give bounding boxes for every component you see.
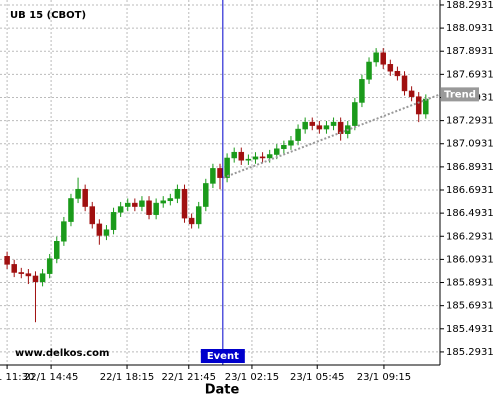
candle-body (309, 121, 316, 126)
candle-body (32, 275, 39, 282)
candle-body (224, 157, 230, 178)
candle-body (210, 168, 216, 184)
y-tick-label: 185.8931 (446, 278, 494, 289)
candle-body (217, 168, 223, 178)
candle-body (373, 52, 379, 63)
candle-body (323, 125, 330, 130)
candle-body (39, 273, 46, 282)
candle-body (188, 217, 195, 225)
candle-body (25, 273, 32, 277)
candle-body (54, 241, 60, 259)
candle-body (408, 90, 415, 97)
candle-body (281, 145, 287, 149)
candle-body (132, 202, 138, 207)
candle-body (337, 121, 344, 134)
candle-body (195, 206, 202, 225)
y-tick-label: 187.2931 (446, 116, 494, 127)
candle-body (352, 102, 358, 126)
y-tick-label: 188.0931 (446, 23, 494, 34)
trend-label-box (441, 87, 479, 102)
y-tick-label: 185.4931 (446, 324, 494, 335)
y-tick-label: 186.8931 (446, 162, 494, 173)
candle-body (61, 221, 67, 242)
x-tick-label: 22/1 21:45 (162, 372, 216, 383)
candle-body (103, 229, 110, 236)
candle-body (274, 148, 280, 155)
y-tick-label: 186.0931 (446, 254, 494, 265)
x-tick-label: 23/1 02:15 (225, 372, 279, 383)
y-tick-label: 186.2931 (446, 231, 494, 242)
trend-line (223, 93, 441, 179)
candle-body (288, 140, 294, 146)
candle-body (167, 198, 174, 202)
y-tick-label: 188.2931 (446, 0, 494, 11)
x-tick-label: 23/1 05:45 (290, 372, 344, 383)
y-tick-label: 187.8931 (446, 46, 494, 57)
candle-body (266, 154, 273, 159)
candle-body (359, 79, 365, 103)
x-tick-label: 23/1 09:15 (357, 372, 411, 383)
x-tick-label: 22/1 18:15 (100, 372, 154, 383)
candle-body (117, 206, 124, 213)
candle-body (231, 151, 237, 159)
candle-body (316, 125, 323, 130)
candle-body (18, 272, 25, 274)
candle-body (96, 223, 103, 236)
candle-body (415, 96, 422, 115)
candle-body (139, 200, 145, 207)
candle-body (295, 128, 301, 141)
x-tick-label: 22/1 14:45 (24, 372, 78, 383)
y-tick-label: 186.6931 (446, 185, 494, 196)
event-label-box (200, 349, 245, 363)
event-label: Event (207, 351, 239, 362)
candle-body (238, 151, 245, 161)
candle-body (203, 183, 209, 207)
y-tick-label: 185.2931 (446, 347, 494, 358)
candle-body (46, 258, 53, 274)
candle-body (68, 198, 74, 222)
watermark: www.delkos.com (15, 348, 109, 359)
candle-body (174, 188, 181, 199)
y-tick-label: 187.0931 (446, 139, 494, 150)
trend-label: Trend (444, 89, 476, 100)
candle-body (380, 52, 386, 65)
candle-body (245, 158, 252, 161)
candle-body (394, 70, 401, 77)
candle-body (252, 156, 259, 160)
candle-body (82, 188, 88, 207)
candle-body (11, 264, 17, 273)
candle-body (75, 188, 81, 199)
candle-body (110, 212, 117, 230)
candle-body (153, 202, 159, 215)
y-tick-label: 185.6931 (446, 301, 494, 312)
candle-body (401, 75, 408, 92)
y-tick-label: 186.4931 (446, 208, 494, 219)
candle-body (4, 256, 10, 265)
candle-body (423, 98, 429, 115)
candle-body (146, 200, 152, 215)
y-tick-label: 187.6931 (446, 69, 494, 80)
candle-body (124, 202, 131, 207)
candle-body (259, 156, 266, 159)
candle-body (387, 64, 394, 72)
candle-body (89, 206, 96, 225)
candle-body (181, 188, 188, 219)
chart-title: UB 15 (CBOT) (10, 10, 86, 21)
x-tick-label: 22/1 11:30 (0, 372, 34, 383)
candle-body (302, 121, 308, 130)
candle-body (366, 61, 372, 80)
candle-body (330, 121, 337, 126)
candle-body (160, 200, 166, 204)
x-axis-title: Date (205, 383, 240, 398)
